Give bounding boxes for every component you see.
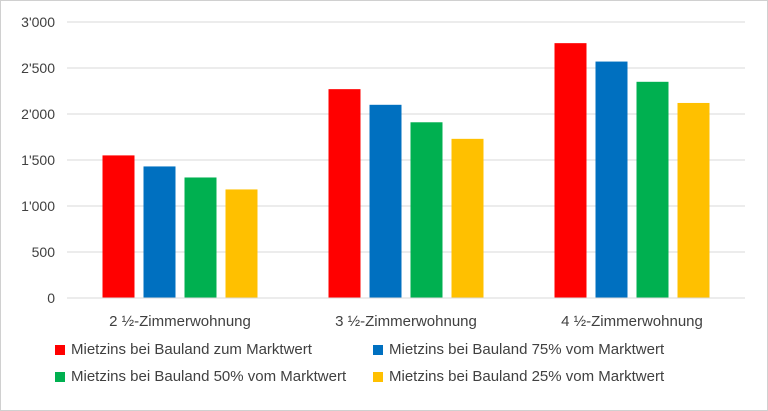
y-tick-label: 1'000 [21, 198, 55, 214]
bar [636, 81, 669, 298]
bar [595, 61, 628, 299]
y-tick-label: 2'500 [21, 60, 55, 76]
legend-swatch [55, 344, 65, 355]
y-tick-label: 3'000 [21, 14, 55, 30]
legend-item: Mietzins bei Bauland 25% vom Marktwert [373, 368, 753, 385]
category-labels: 2 ½-Zimmerwohnung 3 ½-Zimmerwohnung 4 ½-Zi… [109, 313, 703, 330]
y-axis-ticks: 0 500 1'000 1'500 2'000 2'500 3'000 [21, 14, 55, 306]
gridlines [67, 21, 745, 253]
legend: Mietzins bei Bauland zum Marktwert Mietzi… [55, 341, 755, 385]
bar [143, 166, 176, 298]
bar [328, 89, 361, 298]
legend-item: Mietzins bei Bauland 50% vom Marktwert [55, 368, 355, 385]
bar [677, 102, 710, 299]
x-tick-label: 3 ½-Zimmerwohnung [335, 313, 477, 330]
bar [410, 122, 443, 298]
x-tick-label: 2 ½-Zimmerwohnung [109, 313, 251, 330]
x-tick-label: 4 ½-Zimmerwohnung [561, 313, 703, 330]
legend-item: Mietzins bei Bauland 75% vom Marktwert [373, 341, 753, 358]
bar [554, 43, 587, 298]
bar [184, 177, 217, 298]
legend-item: Mietzins bei Bauland zum Marktwert [55, 341, 355, 358]
bars [102, 43, 710, 299]
y-tick-label: 2'000 [21, 106, 55, 122]
legend-swatch [373, 344, 383, 355]
y-tick-label: 500 [32, 244, 56, 260]
legend-label: Mietzins bei Bauland zum Marktwert [71, 341, 312, 358]
bar [102, 155, 135, 298]
legend-swatch [373, 371, 383, 382]
bar [225, 189, 258, 298]
y-tick-label: 0 [47, 290, 55, 306]
legend-label: Mietzins bei Bauland 25% vom Marktwert [389, 368, 665, 385]
legend-swatch [55, 371, 65, 382]
legend-label: Mietzins bei Bauland 75% vom Marktwert [389, 341, 665, 358]
bar [369, 104, 402, 298]
y-tick-label: 1'500 [21, 152, 55, 168]
bar [451, 138, 484, 298]
legend-label: Mietzins bei Bauland 50% vom Marktwert [71, 368, 347, 385]
